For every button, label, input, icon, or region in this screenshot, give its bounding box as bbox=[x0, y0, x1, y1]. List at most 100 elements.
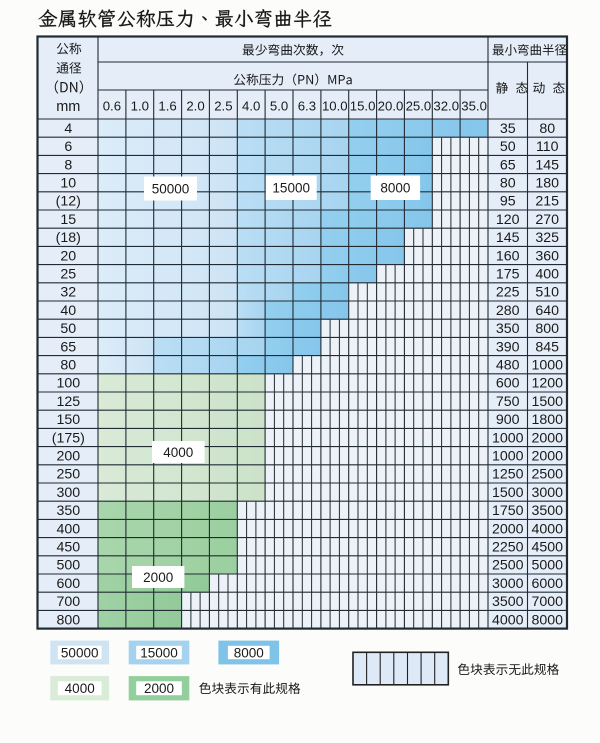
svg-text:15000: 15000 bbox=[140, 645, 178, 660]
svg-text:450: 450 bbox=[56, 540, 80, 556]
svg-text:mm: mm bbox=[56, 99, 80, 115]
svg-text:1800: 1800 bbox=[531, 412, 563, 428]
svg-text:350: 350 bbox=[56, 503, 80, 519]
svg-text:8000: 8000 bbox=[234, 645, 264, 660]
svg-text:4000: 4000 bbox=[492, 612, 524, 628]
svg-text:1750: 1750 bbox=[492, 503, 524, 519]
svg-text:15: 15 bbox=[60, 212, 76, 228]
svg-text:15.0: 15.0 bbox=[350, 98, 376, 113]
svg-text:3500: 3500 bbox=[531, 503, 563, 519]
svg-text:1000: 1000 bbox=[492, 430, 524, 446]
svg-text:20: 20 bbox=[60, 248, 76, 264]
svg-text:845: 845 bbox=[535, 339, 559, 355]
svg-text:640: 640 bbox=[535, 303, 559, 319]
svg-text:120: 120 bbox=[496, 212, 520, 228]
svg-text:2000: 2000 bbox=[531, 449, 563, 465]
svg-text:65: 65 bbox=[60, 339, 76, 355]
svg-text:5.0: 5.0 bbox=[270, 98, 288, 113]
svg-text:100: 100 bbox=[56, 376, 80, 392]
svg-text:250: 250 bbox=[56, 467, 80, 483]
svg-text:0.6: 0.6 bbox=[103, 98, 121, 113]
svg-text:40: 40 bbox=[60, 303, 76, 319]
svg-text:600: 600 bbox=[56, 576, 80, 592]
svg-text:280: 280 bbox=[496, 303, 520, 319]
svg-text:2500: 2500 bbox=[531, 467, 563, 483]
svg-text:145: 145 bbox=[535, 157, 559, 173]
svg-text:(18): (18) bbox=[56, 230, 81, 246]
svg-text:8: 8 bbox=[64, 157, 72, 173]
svg-text:15000: 15000 bbox=[272, 181, 310, 196]
svg-text:400: 400 bbox=[535, 267, 559, 283]
svg-text:270: 270 bbox=[535, 212, 559, 228]
svg-text:500: 500 bbox=[56, 558, 80, 574]
svg-text:600: 600 bbox=[496, 376, 520, 392]
svg-text:390: 390 bbox=[496, 339, 520, 355]
svg-text:6: 6 bbox=[64, 139, 72, 155]
svg-text:5000: 5000 bbox=[531, 558, 563, 574]
svg-text:1250: 1250 bbox=[492, 467, 524, 483]
svg-text:3500: 3500 bbox=[492, 594, 524, 610]
svg-text:80: 80 bbox=[500, 176, 516, 192]
svg-text:10: 10 bbox=[60, 176, 76, 192]
svg-text:4000: 4000 bbox=[531, 521, 563, 537]
svg-text:2000: 2000 bbox=[531, 430, 563, 446]
svg-text:325: 325 bbox=[535, 230, 559, 246]
svg-text:2250: 2250 bbox=[492, 540, 524, 556]
svg-text:800: 800 bbox=[535, 321, 559, 337]
svg-text:360: 360 bbox=[535, 248, 559, 264]
svg-text:80: 80 bbox=[539, 121, 555, 137]
svg-text:4.0: 4.0 bbox=[242, 98, 260, 113]
svg-text:(175): (175) bbox=[52, 430, 85, 446]
svg-text:1000: 1000 bbox=[531, 358, 563, 374]
svg-text:180: 180 bbox=[535, 176, 559, 192]
svg-text:4000: 4000 bbox=[65, 681, 95, 696]
svg-text:2000: 2000 bbox=[143, 570, 173, 585]
svg-text:110: 110 bbox=[536, 139, 559, 155]
svg-text:1000: 1000 bbox=[492, 449, 524, 465]
svg-text:80: 80 bbox=[60, 358, 76, 374]
svg-text:175: 175 bbox=[496, 267, 520, 283]
svg-text:1200: 1200 bbox=[531, 376, 563, 392]
svg-text:700: 700 bbox=[56, 594, 80, 610]
svg-text:350: 350 bbox=[496, 321, 520, 337]
svg-text:1500: 1500 bbox=[531, 394, 563, 410]
svg-text:32: 32 bbox=[60, 285, 76, 301]
svg-text:6000: 6000 bbox=[531, 576, 563, 592]
svg-text:1.6: 1.6 bbox=[158, 98, 176, 113]
svg-text:150: 150 bbox=[56, 412, 80, 428]
svg-text:3000: 3000 bbox=[492, 576, 524, 592]
svg-text:6.3: 6.3 bbox=[298, 98, 316, 113]
svg-text:35.0: 35.0 bbox=[461, 98, 487, 113]
svg-text:4000: 4000 bbox=[163, 445, 193, 460]
svg-text:1.0: 1.0 bbox=[131, 98, 149, 113]
svg-text:4500: 4500 bbox=[531, 540, 563, 556]
svg-text:20.0: 20.0 bbox=[378, 98, 404, 113]
svg-text:225: 225 bbox=[496, 285, 520, 301]
svg-text:95: 95 bbox=[500, 194, 516, 210]
svg-text:10.0: 10.0 bbox=[322, 98, 348, 113]
svg-text:300: 300 bbox=[56, 485, 80, 501]
svg-text:35: 35 bbox=[500, 121, 516, 137]
svg-text:480: 480 bbox=[496, 358, 520, 374]
svg-text:7000: 7000 bbox=[531, 594, 563, 610]
svg-text:2000: 2000 bbox=[492, 521, 524, 537]
svg-text:510: 510 bbox=[535, 285, 559, 301]
svg-text:50: 50 bbox=[500, 139, 516, 155]
svg-text:750: 750 bbox=[496, 394, 520, 410]
svg-text:50000: 50000 bbox=[152, 181, 190, 196]
svg-text:32.0: 32.0 bbox=[433, 98, 459, 113]
svg-text:200: 200 bbox=[56, 449, 80, 465]
svg-text:800: 800 bbox=[56, 612, 80, 628]
svg-text:900: 900 bbox=[496, 412, 520, 428]
svg-text:3000: 3000 bbox=[531, 485, 563, 501]
svg-text:8000: 8000 bbox=[531, 612, 563, 628]
svg-text:2500: 2500 bbox=[492, 558, 524, 574]
svg-text:145: 145 bbox=[496, 230, 520, 246]
svg-text:400: 400 bbox=[56, 521, 80, 537]
svg-text:2.5: 2.5 bbox=[214, 98, 232, 113]
svg-text:2000: 2000 bbox=[144, 681, 174, 696]
svg-text:125: 125 bbox=[56, 394, 80, 410]
svg-text:50000: 50000 bbox=[61, 645, 99, 660]
svg-text:2.0: 2.0 bbox=[186, 98, 204, 113]
svg-text:25.0: 25.0 bbox=[406, 98, 432, 113]
